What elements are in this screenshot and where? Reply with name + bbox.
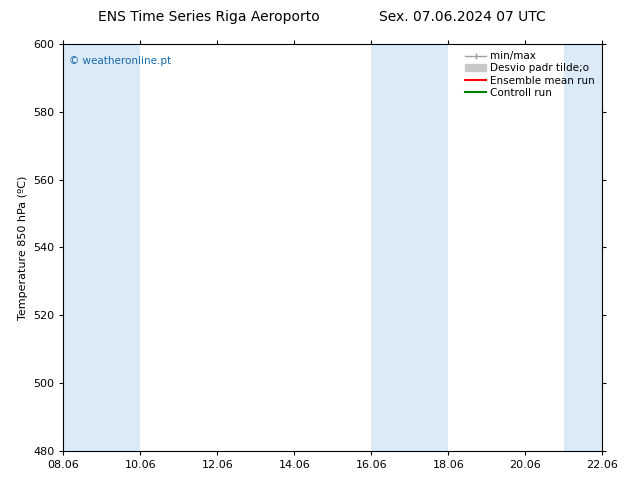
Bar: [372, 44, 410, 451]
Bar: [410, 44, 448, 451]
Bar: [564, 44, 602, 451]
Text: Sex. 07.06.2024 07 UTC: Sex. 07.06.2024 07 UTC: [379, 10, 547, 24]
Bar: [63, 44, 102, 451]
Text: ENS Time Series Riga Aeroporto: ENS Time Series Riga Aeroporto: [98, 10, 320, 24]
Text: © weatheronline.pt: © weatheronline.pt: [68, 56, 171, 66]
Bar: [102, 44, 140, 451]
Y-axis label: Temperature 850 hPa (ºC): Temperature 850 hPa (ºC): [18, 175, 27, 319]
Legend: min/max, Desvio padr tilde;o, Ensemble mean run, Controll run: min/max, Desvio padr tilde;o, Ensemble m…: [463, 49, 597, 100]
